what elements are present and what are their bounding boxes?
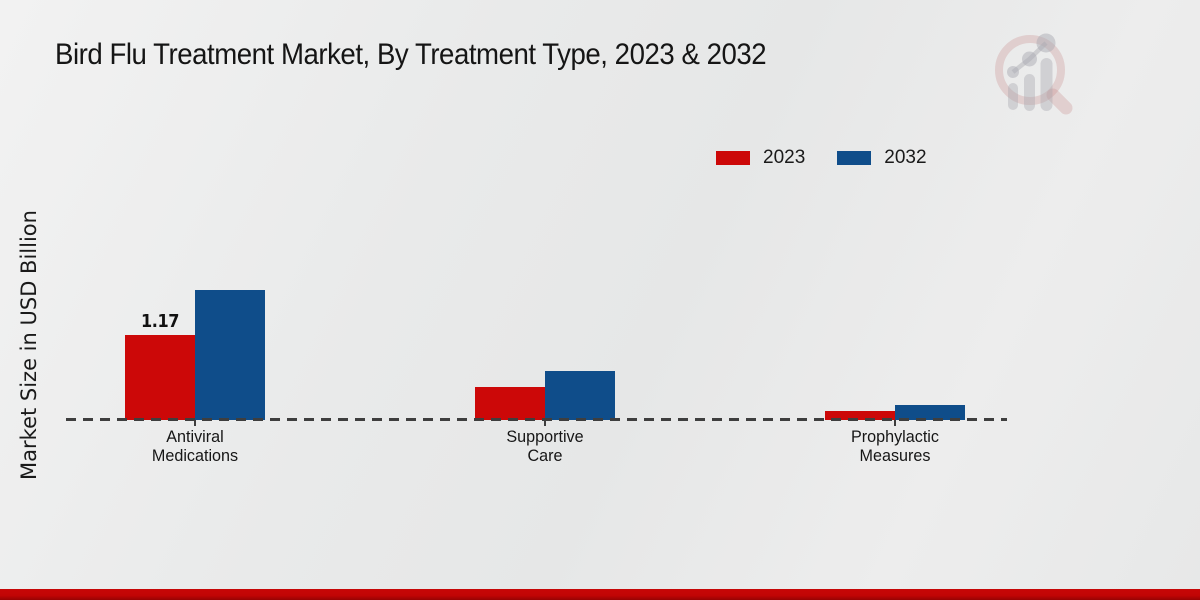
legend-swatch-2032	[837, 151, 872, 165]
axis-tick-supportive-care	[544, 420, 546, 426]
logo-dot-medium-icon	[1022, 51, 1037, 67]
watermark-logo	[995, 33, 1073, 115]
legend-item-2032: 2032	[837, 147, 927, 169]
magnifier-ring-icon	[995, 35, 1065, 105]
zero-baseline	[66, 418, 1007, 421]
category-label-line: Antiviral	[166, 427, 224, 446]
bar-2032-antiviral-medications	[195, 290, 265, 420]
logo-dot-small-icon	[1007, 66, 1019, 78]
logo-dot-large-icon	[1036, 33, 1056, 53]
legend-swatch-2023	[716, 151, 750, 165]
bar-2023-prophylactic-measures	[825, 411, 895, 420]
logo-bar-tall-icon	[1040, 58, 1053, 111]
legend: 2023 2032	[716, 147, 927, 169]
legend-item-2023: 2023	[716, 147, 805, 169]
logo-bar-small-icon	[1008, 83, 1018, 110]
category-label-prophylactic-measures: Prophylactic Measures	[810, 427, 981, 465]
bar-2023-antiviral-medications	[125, 335, 195, 420]
bar-2032-prophylactic-measures	[895, 405, 965, 420]
axis-tick-prophylactic-measures	[894, 420, 896, 426]
bar-value-label: 1.17	[141, 312, 179, 332]
chart-title: Bird Flu Treatment Market, By Treatment …	[55, 38, 767, 71]
category-label-line: Medications	[151, 446, 239, 465]
bar-2032-supportive-care	[545, 371, 615, 420]
category-label-supportive-care: Supportive Care	[460, 427, 631, 465]
logo-bar-medium-icon	[1024, 74, 1035, 111]
category-label-line: Measures	[859, 446, 931, 465]
category-label-line: Prophylactic	[851, 427, 939, 446]
bar-2023-supportive-care	[475, 387, 545, 420]
category-label-line: Care	[527, 446, 563, 465]
magnifier-handle-icon	[1046, 88, 1073, 115]
axis-tick-antiviral-medications	[194, 420, 196, 426]
category-label-line: Supportive	[506, 427, 584, 446]
footer-red-bar	[0, 589, 1200, 600]
legend-label-2032: 2032	[884, 147, 927, 168]
legend-label-2023: 2023	[763, 147, 806, 168]
category-label-antiviral-medications: Antiviral Medications	[110, 427, 281, 465]
